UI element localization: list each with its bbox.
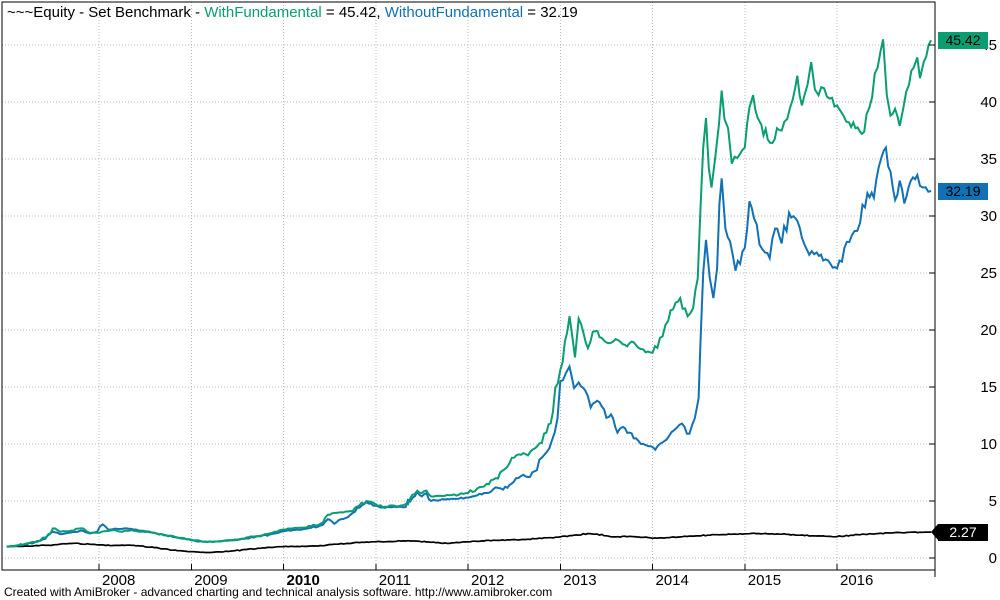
last-value-label-benchmark: 2.27 [931, 523, 988, 541]
y-tick-label: 10 [980, 436, 997, 453]
title-prefix: ~~~Equity - Set Benchmark - [7, 4, 205, 21]
series-line-withfundamental [6, 39, 932, 548]
last-value-label-withfundamental: 45.42 [938, 31, 988, 49]
x-tick-label: 2013 [563, 572, 596, 589]
title-series2-value: = 32.19 [523, 4, 578, 21]
series-line-benchmark [6, 531, 932, 554]
x-tick-label: 2015 [748, 572, 781, 589]
x-tick-label: 2012 [471, 572, 504, 589]
y-tick-label: 5 [989, 493, 997, 510]
y-tick-label: 15 [980, 379, 997, 396]
y-tick-label: 40 [980, 94, 997, 111]
series-line-withoutfundamental [6, 144, 932, 548]
y-tick-label: 25 [980, 265, 997, 282]
label-arrow-tip [931, 523, 938, 540]
y-tick-label: 20 [980, 322, 997, 339]
y-tick-label: 0 [989, 550, 997, 567]
x-tick-label: 2009 [194, 572, 227, 589]
title-series1-value: = 45.42, [321, 4, 385, 21]
x-tick-label: 2011 [379, 572, 411, 589]
y-tick-label: 30 [980, 208, 997, 225]
amibroker-credit-text: Created with AmiBroker - advanced charti… [4, 585, 553, 599]
title-series2-name: WithoutFundamental [384, 4, 524, 21]
x-tick-label: 2010 [287, 572, 320, 589]
y-tick-label: 35 [980, 151, 997, 168]
title-series1-name: WithFundamental [204, 4, 322, 21]
x-tick-label: 2016 [840, 572, 873, 589]
chart-title: ~~~Equity - Set Benchmark - WithFundamen… [7, 4, 578, 21]
x-tick-label: 2014 [656, 572, 689, 589]
last-value-label-withoutfundamental: 32.19 [938, 182, 988, 200]
x-tick-label: 2008 [102, 572, 135, 589]
